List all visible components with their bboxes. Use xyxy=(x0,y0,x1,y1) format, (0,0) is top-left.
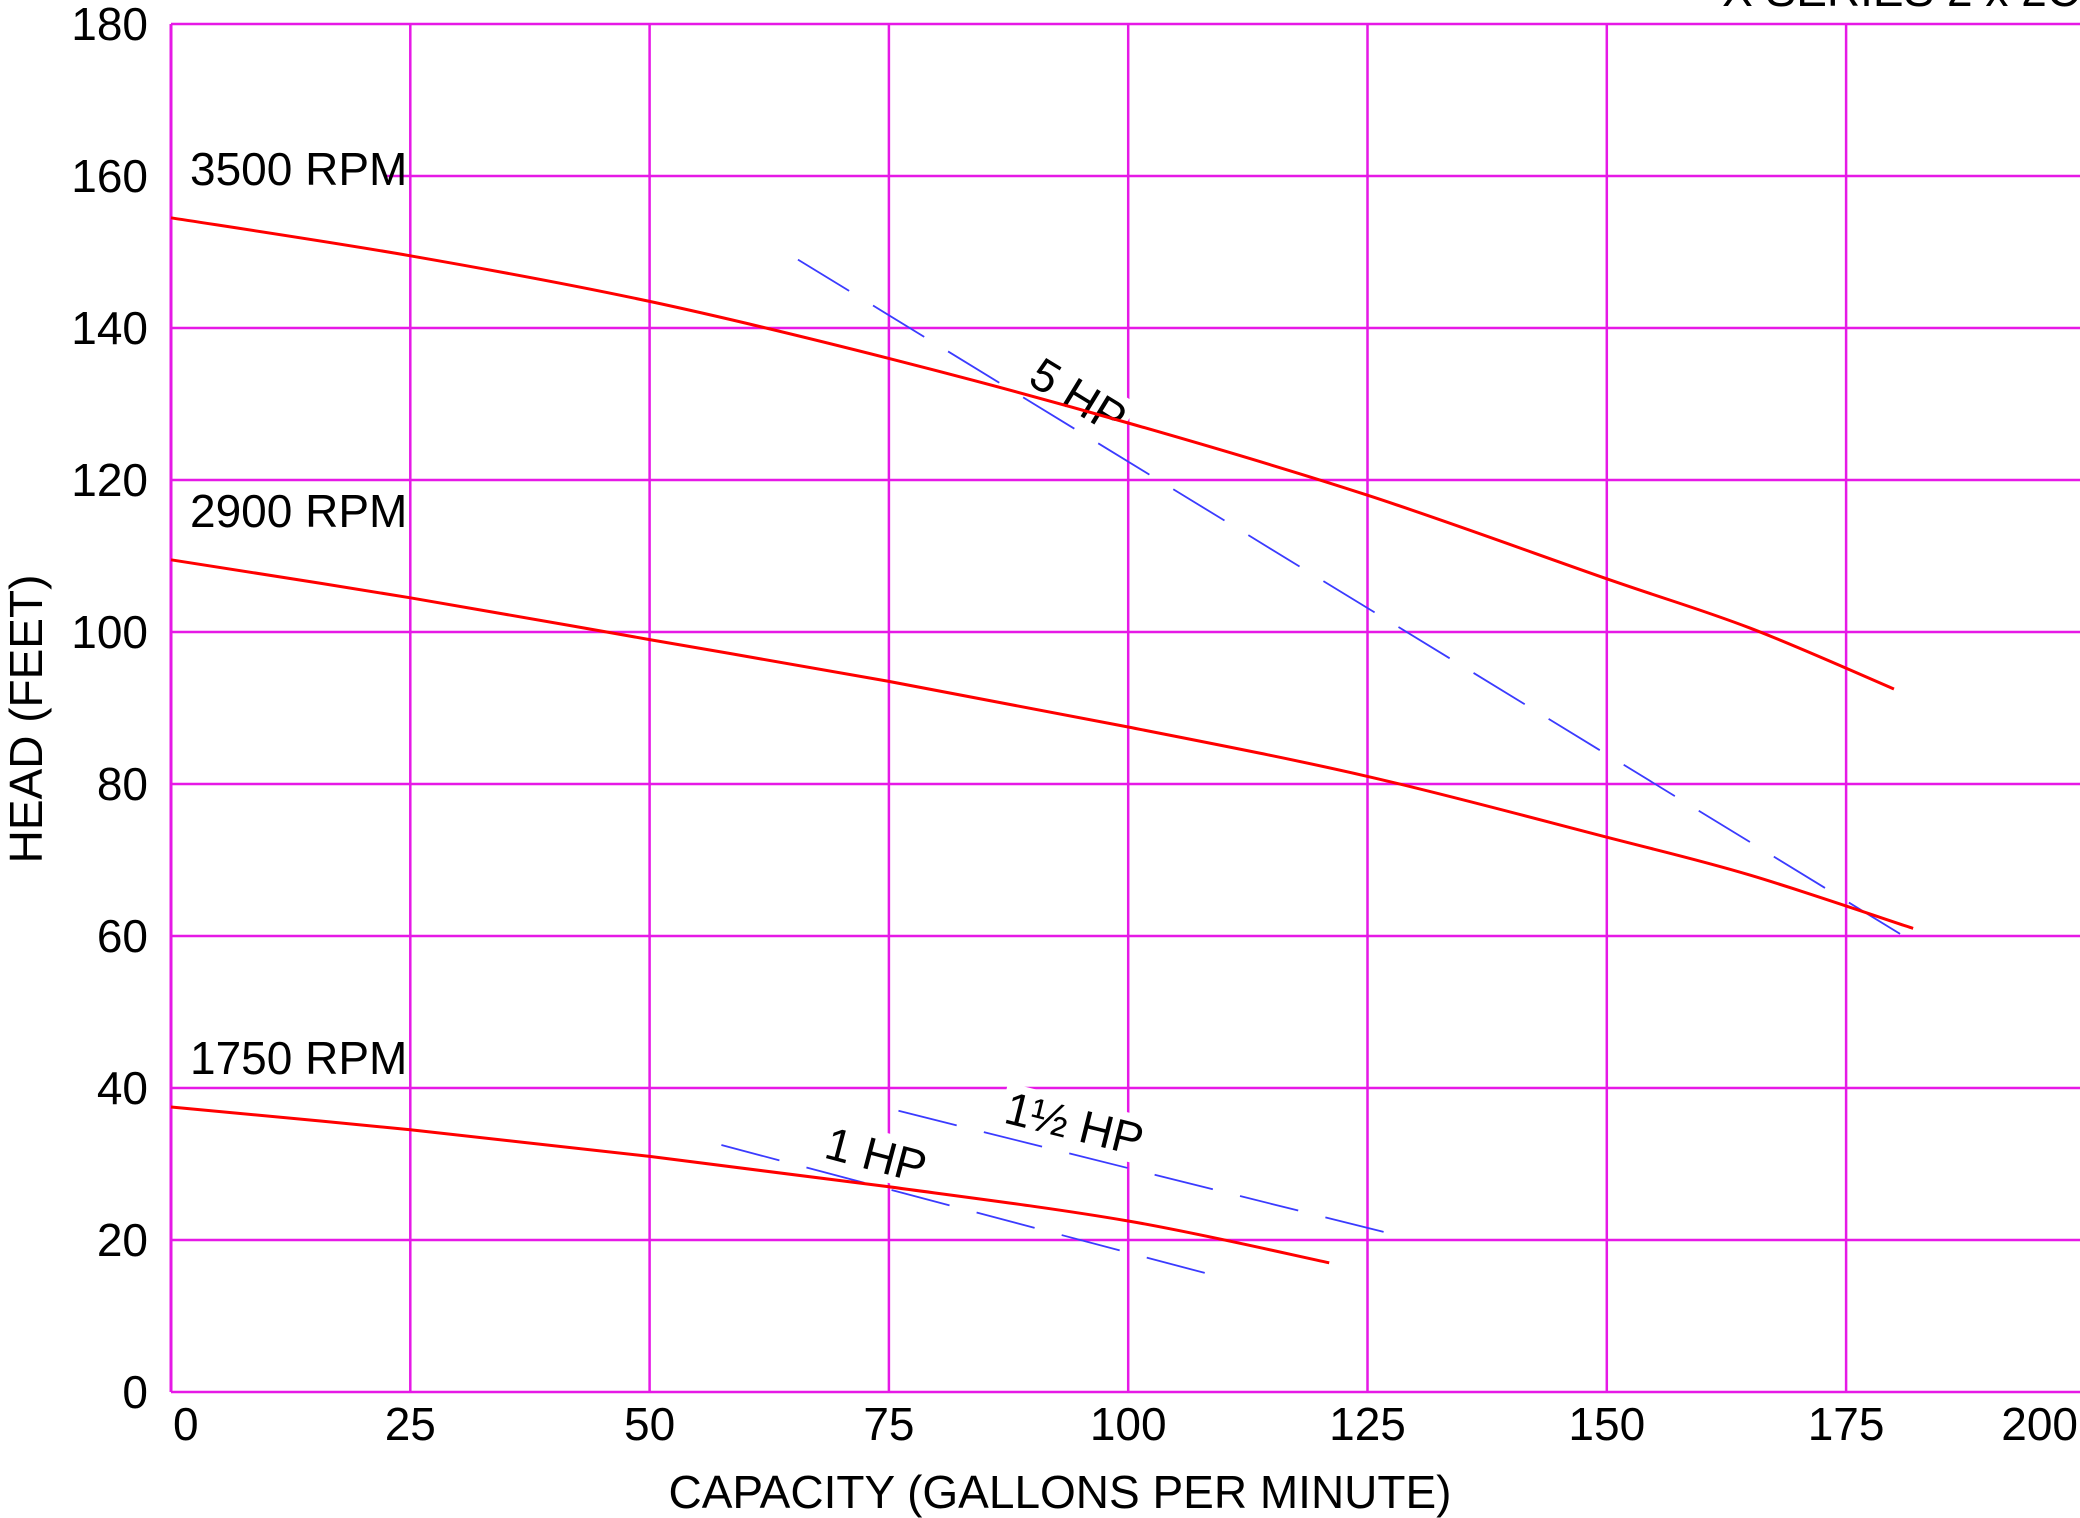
x-tick-label: 125 xyxy=(1329,1398,1406,1450)
x-tick-label: 100 xyxy=(1090,1398,1167,1450)
x-tick-label: 50 xyxy=(624,1398,675,1450)
rpm-curve xyxy=(170,216,1895,691)
y-tick-label: 60 xyxy=(97,910,148,962)
y-tick-label: 0 xyxy=(122,1366,148,1418)
rpm-curve xyxy=(170,1105,1330,1265)
y-tick-label: 160 xyxy=(71,150,148,202)
rpm-curve-label: 2900 RPM xyxy=(190,485,407,537)
chart-title: X SERIES 2 x 2C xyxy=(1722,0,2080,16)
y-tick-label: 80 xyxy=(97,758,148,810)
hp-line xyxy=(797,258,1905,937)
grid xyxy=(169,22,2080,1394)
x-tick-label: 175 xyxy=(1808,1398,1885,1450)
rpm-curve-label: 1750 RPM xyxy=(190,1032,407,1084)
curve-labels: 3500 RPM 2900 RPM 1750 RPM xyxy=(190,143,407,1084)
x-axis-title: CAPACITY (GALLONS PER MINUTE) xyxy=(669,1466,1452,1518)
rpm-curve-label: 3500 RPM xyxy=(190,143,407,195)
y-tick-label: 100 xyxy=(71,606,148,658)
horsepower-lines: 5 HP1 HP 1½ HP xyxy=(721,258,1905,1276)
y-tick-label: 140 xyxy=(71,302,148,354)
tick-labels: 0 25 50 75 100 125 150 175 200 0 20 40 60 80 100 120 140… xyxy=(71,0,2078,1450)
y-axis-title: HEAD (FEET) xyxy=(0,575,52,864)
rpm-curves xyxy=(170,216,1914,1265)
x-tick-label: 75 xyxy=(863,1398,914,1450)
x-tick-label: 25 xyxy=(385,1398,436,1450)
x-tick-label: 0 xyxy=(173,1398,199,1450)
hp-label: 1½ HP xyxy=(1000,1082,1149,1167)
hp-label-background xyxy=(996,1082,1153,1166)
y-tick-label: 180 xyxy=(71,0,148,50)
y-tick-label: 20 xyxy=(97,1214,148,1266)
hp-label-background xyxy=(816,1117,936,1193)
hp-line xyxy=(898,1109,1402,1238)
x-tick-label: 150 xyxy=(1568,1398,1645,1450)
x-tick-label: 200 xyxy=(2001,1398,2078,1450)
rpm-curve xyxy=(170,558,1914,930)
y-tick-label: 120 xyxy=(71,454,148,506)
y-tick-label: 40 xyxy=(97,1062,148,1114)
hp-label-background xyxy=(1018,346,1138,446)
